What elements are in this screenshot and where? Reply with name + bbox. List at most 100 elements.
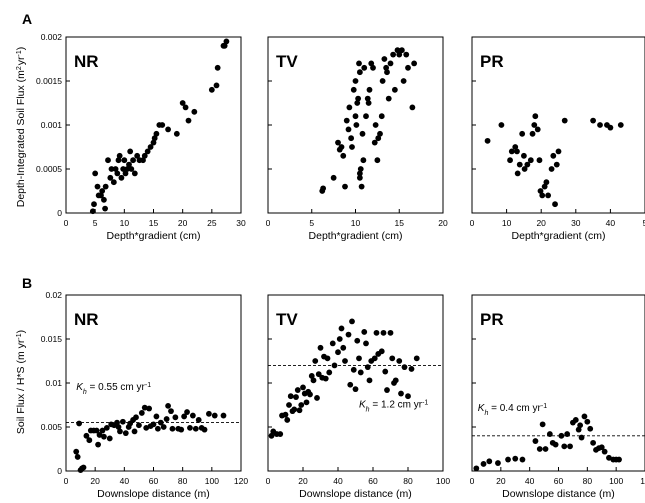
data-point [587,425,594,432]
data-point [396,358,403,364]
data-point [577,422,584,429]
data-point [396,51,403,58]
data-point [480,461,487,467]
x-axis-label: Downslope distance (m) [502,488,615,500]
x-tick-label: 60 [554,476,564,486]
data-point [307,391,313,398]
data-point [73,448,80,455]
data-point [168,408,174,415]
data-point [363,340,369,347]
x-tick-label: 5 [309,218,314,228]
kh-annotation: Kh = 0.55 cm yr-1 [76,382,151,396]
data-point [181,413,188,420]
data-point [484,137,491,144]
data-point [122,430,129,437]
data-point [165,402,171,409]
data-point [590,117,596,124]
x-tick-label: 100 [609,476,623,486]
data-point [546,431,553,437]
x-axis-label: Downslope distance (m) [97,488,210,500]
data-point [507,157,513,164]
x-axis-label: Downslope distance (m) [299,488,412,500]
data-point [356,355,362,362]
data-point [345,126,352,133]
data-point [575,426,582,433]
data-point [268,432,275,439]
x-tick-label: 15 [395,218,405,228]
y-tick-label: 0.01 [45,378,62,388]
data-point [115,424,122,430]
data-point [519,130,526,137]
data-point [384,69,390,76]
data-point [350,366,357,373]
panel-a-nr: 0 5 10 15 20 25 30 0 0.0005 0.001 0.0015 0.002 Depth… [36,32,246,242]
row-a-label: A [22,11,32,27]
x-tick-label: 25 [207,218,217,228]
data-point [365,100,372,106]
data-point [527,157,534,164]
data-point [74,454,81,460]
data-point [294,387,301,393]
data-point [151,135,158,142]
panel-title: PR [480,52,504,71]
x-tick-label: 60 [368,476,378,486]
data-point [185,117,192,124]
x-tick-label: 40 [525,476,535,486]
data-point [303,399,310,406]
data-point [405,64,411,71]
data-point [561,117,568,124]
data-point [486,458,493,465]
data-point [141,152,148,159]
data-point [150,421,157,428]
data-point [352,78,359,84]
data-point [534,126,541,133]
x-tick-label: 0 [64,218,69,228]
data-point [214,64,221,71]
data-point [519,456,526,463]
data-point [356,69,363,76]
data-point [127,148,134,155]
data-point [179,100,186,106]
panel-title: NR [74,52,99,71]
data-point [160,424,167,430]
row-b-label: B [22,275,32,291]
x-tick-label: 30 [571,218,581,228]
data-point [366,86,373,93]
data-point [206,410,212,417]
data-point [165,126,171,133]
data-point [115,157,122,164]
data-point [173,130,180,137]
data-point [364,364,371,371]
data-point [377,130,383,137]
data-point [383,64,390,71]
data-point [287,393,294,400]
data-point [119,418,126,425]
data-point [340,344,347,351]
data-point [353,122,360,128]
data-point [320,185,327,192]
panel-title: TV [276,310,298,329]
data-point [124,166,131,172]
data-point [398,47,405,54]
x-tick-label: 15 [149,218,159,228]
data-point [536,157,543,164]
x-tick-label: 0 [470,476,475,486]
data-point [312,358,319,364]
x-tick-label: 100 [205,476,219,486]
x-tick-label: 100 [436,476,450,486]
x-axis-label: Depth*gradient (cm) [309,230,403,242]
data-point [363,113,369,120]
data-point [112,166,119,172]
panel-title: TV [276,52,298,71]
data-point [163,416,170,422]
data-point [378,113,385,120]
data-point [114,419,120,426]
x-tick-label: 20 [536,218,546,228]
data-point [133,414,139,421]
data-point [382,368,389,375]
x-tick-label: 40 [120,476,130,486]
data-point [340,152,347,159]
data-point [381,56,388,62]
data-point [409,104,416,111]
data-point [322,375,329,382]
